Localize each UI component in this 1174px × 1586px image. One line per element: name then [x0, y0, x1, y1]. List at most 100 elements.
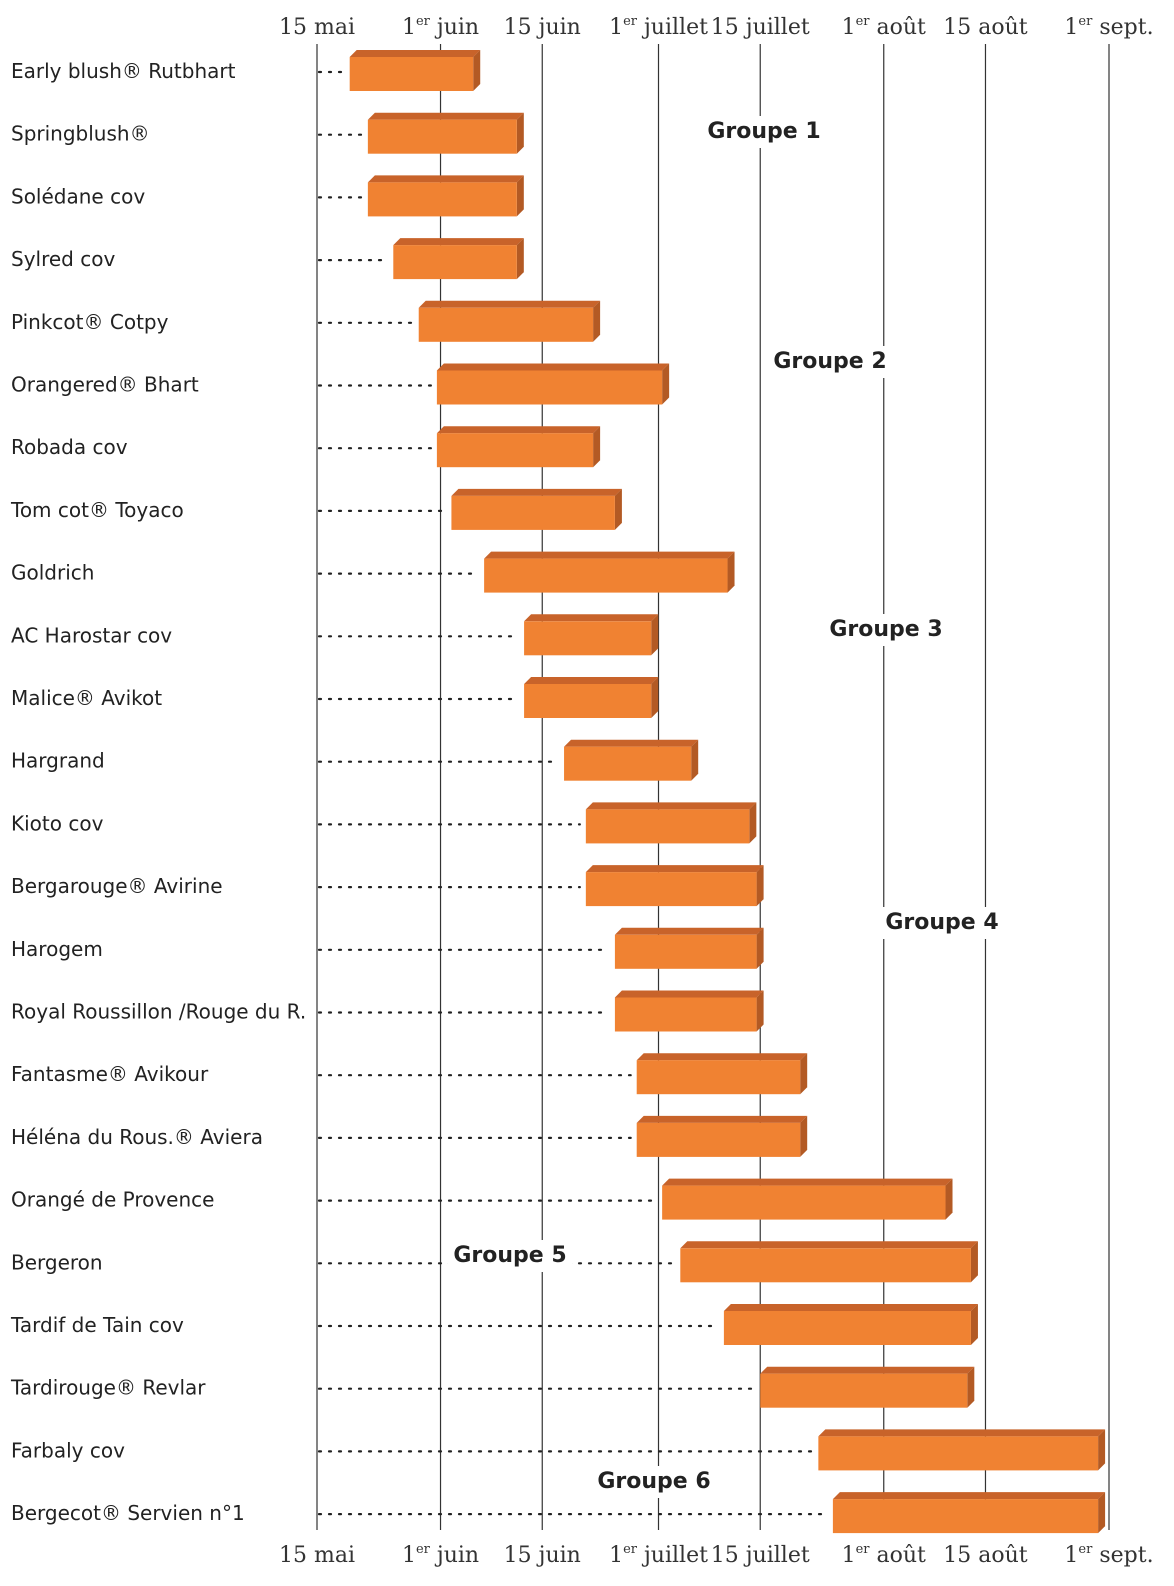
variety-label-0: Early blush® Rutbhart	[11, 59, 236, 83]
bar-front-12	[585, 809, 750, 844]
bar-side-14	[756, 927, 764, 969]
bar-top-14	[614, 927, 764, 935]
group-label-2: Groupe 2	[773, 349, 886, 374]
variety-label-3: Sylred cov	[11, 247, 115, 271]
variety-label-2: Solédane cov	[11, 184, 145, 208]
bar-front-6	[436, 433, 594, 468]
bar-18	[662, 1178, 953, 1220]
bar-side-23	[1098, 1492, 1106, 1534]
bar-10	[524, 677, 659, 718]
bar-top-22	[818, 1429, 1106, 1437]
top-tick-0: 15 mai	[279, 15, 355, 40]
bar-5	[436, 363, 670, 405]
bar-front-9	[524, 621, 652, 656]
variety-label-18: Orangé de Provence	[11, 1188, 214, 1212]
bar-12	[585, 802, 757, 844]
bar-19	[680, 1241, 978, 1283]
date-gridlines	[316, 44, 1110, 1530]
bar-1	[367, 112, 524, 154]
bar-top-4	[418, 300, 601, 308]
bar-side-22	[1098, 1429, 1106, 1471]
bar-top-18	[662, 1178, 953, 1186]
bar-top-9	[524, 614, 659, 622]
bar-side-16	[800, 1053, 808, 1095]
bar-front-10	[524, 684, 652, 718]
bar-side-12	[749, 802, 757, 844]
group-bg-3	[824, 614, 948, 646]
bar-side-21	[967, 1366, 975, 1408]
variety-label-14: Harogem	[11, 937, 103, 961]
bar-top-7	[451, 488, 622, 496]
bar-front-14	[614, 934, 757, 969]
bar-3	[393, 238, 524, 280]
bar-front-1	[367, 119, 517, 154]
bottom-tick-7: 1er sept.	[1064, 1542, 1153, 1568]
top-tick-7: 1er sept.	[1064, 14, 1153, 40]
bar-side-17	[800, 1115, 808, 1157]
bar-front-19	[680, 1248, 971, 1283]
bar-15	[614, 990, 764, 1032]
bar-0	[349, 50, 481, 91]
group-label-5: Groupe 5	[453, 1243, 566, 1268]
bar-top-21	[760, 1366, 975, 1374]
bar-16	[636, 1053, 808, 1095]
variety-label-15: Royal Roussillon /Rouge du R.	[11, 1000, 306, 1024]
bar-front-16	[636, 1060, 801, 1095]
bar-side-15	[756, 990, 764, 1032]
bar-top-2	[367, 175, 524, 183]
bar-top-11	[564, 739, 699, 747]
top-tick-3: 1er juillet	[609, 14, 708, 40]
bar-front-8	[484, 558, 728, 593]
bar-4	[418, 300, 601, 342]
variety-label-7: Tom cot® Toyaco	[10, 498, 184, 522]
bottom-tick-5: 1er août	[842, 1542, 926, 1568]
bar-11	[564, 739, 699, 781]
bar-top-19	[680, 1241, 978, 1249]
bar-side-13	[756, 865, 764, 907]
bar-front-13	[585, 872, 757, 907]
variety-label-21: Tardirouge® Revlar	[10, 1376, 206, 1400]
bar-front-20	[723, 1311, 971, 1345]
bottom-tick-1: 1er juin	[402, 1542, 479, 1568]
variety-label-11: Hargrand	[11, 749, 105, 773]
bar-top-17	[636, 1115, 808, 1123]
bar-9	[524, 614, 659, 656]
bar-front-11	[564, 746, 692, 781]
variety-label-23: Bergecot® Servien n°1	[11, 1501, 245, 1525]
bar-side-0	[473, 50, 481, 91]
dotted-leaders	[317, 70, 828, 1516]
bottom-tick-6: 15 août	[943, 1543, 1028, 1568]
bottom-tick-4: 15 juillet	[711, 1543, 810, 1568]
variety-label-5: Orangered® Bhart	[11, 373, 199, 397]
x-axis-bottom: 15 mai 1er juin 15 juin 1er juillet 15 juill…	[279, 1542, 1154, 1568]
bar-top-13	[585, 865, 764, 873]
bottom-tick-2: 15 juin	[504, 1543, 581, 1568]
variety-label-20: Tardif de Tain cov	[10, 1313, 184, 1337]
variety-label-1: Springblush®	[11, 122, 150, 146]
bar-front-4	[418, 307, 594, 342]
bar-22	[818, 1429, 1106, 1471]
group-bg-5	[448, 1240, 572, 1272]
bar-14	[614, 927, 764, 969]
variety-label-12: Kioto cov	[11, 811, 104, 835]
top-tick-5: 1er août	[842, 14, 926, 40]
group-bg-6	[592, 1466, 716, 1498]
variety-label-6: Robada cov	[11, 435, 128, 459]
bar-front-15	[614, 997, 757, 1032]
bar-top-20	[723, 1304, 978, 1311]
variety-label-8: Goldrich	[11, 561, 94, 585]
bar-side-11	[691, 739, 699, 781]
bar-side-19	[970, 1241, 978, 1283]
bar-21	[760, 1366, 975, 1408]
bar-front-5	[436, 370, 663, 405]
bar-2	[367, 175, 524, 217]
bar-top-6	[436, 426, 601, 434]
bar-front-22	[818, 1436, 1099, 1471]
group-label-6: Groupe 6	[597, 1469, 710, 1494]
group-bg-2	[768, 346, 892, 378]
harvest-bars	[349, 50, 1106, 1534]
variety-label-17: Héléna du Rous.® Aviera	[11, 1125, 263, 1149]
bar-front-2	[367, 182, 517, 217]
bar-side-1	[516, 112, 524, 154]
